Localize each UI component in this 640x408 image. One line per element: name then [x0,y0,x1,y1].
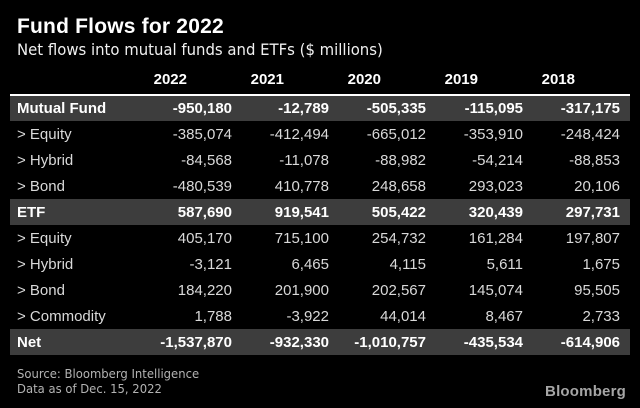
cell-value: -950,180 [145,95,242,122]
column-header-2022: 2022 [145,69,242,97]
cell-value: 1,675 [582,255,620,273]
row-etf: ETF 587,690 919,541 505,422 320,439 297,… [10,199,630,226]
cell-value: -88,853 [569,151,620,169]
cell-value: -480,539 [172,177,232,195]
cell-value: -932,330 [242,329,339,356]
row-net: Net -1,537,870 -932,330 -1,010,757 -435,… [10,329,630,356]
row-mutual-fund-equity: > Equity -385,074 -412,494 -665,012 -353… [10,121,630,147]
data-as-of-line: Data as of Dec. 15, 2022 [17,381,162,397]
cell-value: 410,778 [274,177,329,195]
row-label: > Hybrid [17,255,74,273]
cell-value: -412,494 [269,125,329,143]
row-label: ETF [10,199,145,226]
column-header-2021: 2021 [242,69,339,97]
column-header-2019: 2019 [436,69,533,97]
cell-value: -385,074 [172,125,232,143]
row-mutual-fund-bond: > Bond -480,539 410,778 248,658 293,023 … [10,173,630,199]
cell-value: -54,214 [472,151,523,169]
cell-value: -1,537,870 [145,329,242,356]
cell-value: 320,439 [436,199,533,226]
cell-value: -435,534 [436,329,533,356]
cell-value: -614,906 [533,329,630,356]
cell-value: 505,422 [339,199,436,226]
cell-value: -317,175 [533,95,630,122]
row-mutual-fund: Mutual Fund -950,180 -12,789 -505,335 -1… [10,95,630,122]
row-label: Mutual Fund [10,95,145,122]
cell-value: -3,121 [189,255,232,273]
cell-value: 8,467 [485,307,523,325]
row-mutual-fund-hybrid: > Hybrid -84,568 -11,078 -88,982 -54,214… [10,147,630,173]
row-label: > Equity [17,125,72,143]
cell-value: -353,910 [463,125,523,143]
cell-value: 293,023 [468,177,523,195]
row-label: > Bond [17,281,65,299]
source-line: Source: Bloomberg Intelligence [17,366,200,382]
table-header-row: 2022 2021 2020 2019 2018 [10,69,630,97]
cell-value: -88,982 [375,151,426,169]
cell-value: -248,424 [560,125,620,143]
row-label: > Commodity [17,307,106,325]
cell-value: 184,220 [177,281,232,299]
cell-value: 1,788 [194,307,232,325]
cell-value: 587,690 [145,199,242,226]
row-label: Net [10,329,145,356]
cell-value: 715,100 [274,229,329,247]
row-etf-bond: > Bond 184,220 201,900 202,567 145,074 9… [10,277,630,303]
cell-value: 919,541 [242,199,339,226]
row-label: > Hybrid [17,151,74,169]
column-header-2020: 2020 [339,69,436,97]
cell-value: 297,731 [533,199,630,226]
row-etf-equity: > Equity 405,170 715,100 254,732 161,284… [10,225,630,251]
cell-value: 248,658 [371,177,426,195]
cell-value: -84,568 [181,151,232,169]
cell-value: 5,611 [486,255,523,273]
cell-value: -665,012 [366,125,426,143]
page-subtitle: Net flows into mutual funds and ETFs ($ … [17,40,383,60]
source-note: Source: Bloomberg Intelligence Data as o… [17,366,630,396]
row-etf-commodity: > Commodity 1,788 -3,922 44,014 8,467 2,… [10,303,630,329]
page-title: Fund Flows for 2022 [17,15,224,38]
column-header-blank [10,69,145,97]
cell-value: 2,733 [582,307,620,325]
cell-value: 197,807 [565,229,620,247]
cell-value: 4,115 [389,255,426,273]
row-label: > Bond [17,177,65,195]
row-etf-hybrid: > Hybrid -3,121 6,465 4,115 5,611 1,675 [10,251,630,277]
column-header-2018: 2018 [533,69,630,97]
cell-value: 405,170 [177,229,232,247]
fund-flows-table: 2022 2021 2020 2019 2018 Mutual Fund -95… [10,69,630,356]
cell-value: -115,095 [436,95,533,122]
row-label: > Equity [17,229,72,247]
cell-value: 95,505 [574,281,620,299]
cell-value: 254,732 [371,229,426,247]
cell-value: 6,465 [291,255,329,273]
bloomberg-logo: Bloomberg [545,383,626,400]
cell-value: 202,567 [371,281,426,299]
cell-value: 201,900 [274,281,329,299]
cell-value: -3,922 [286,307,329,325]
cell-value: 161,284 [468,229,523,247]
cell-value: 44,014 [380,307,426,325]
cell-value: -11,078 [279,151,329,169]
cell-value: 145,074 [468,281,523,299]
cell-value: -1,010,757 [339,329,436,356]
cell-value: -505,335 [339,95,436,122]
cell-value: 20,106 [574,177,620,195]
cell-value: -12,789 [242,95,339,122]
